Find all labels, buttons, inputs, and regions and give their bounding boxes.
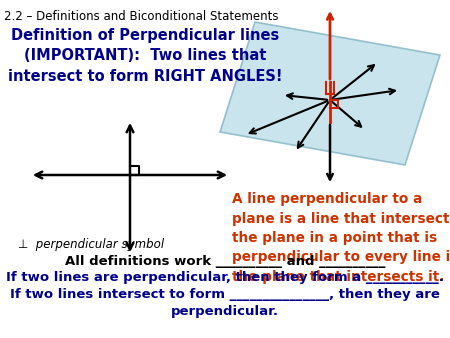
- Text: Definition of Perpendicular lines
(IMPORTANT):  Two lines that
intersect to form: Definition of Perpendicular lines (IMPOR…: [8, 28, 283, 84]
- Text: All definitions work __________ and __________: All definitions work __________ and ____…: [65, 255, 385, 268]
- Polygon shape: [220, 22, 440, 165]
- Text: A line perpendicular to a
plane is a line that intersects
the plane in a point t: A line perpendicular to a plane is a lin…: [232, 192, 450, 284]
- Text: perpendicular.: perpendicular.: [171, 305, 279, 318]
- Text: If two lines intersect to form _______________, then they are: If two lines intersect to form _________…: [10, 288, 440, 301]
- Text: 2.2 – Definitions and Biconditional Statements: 2.2 – Definitions and Biconditional Stat…: [4, 10, 279, 23]
- Text: ⊥  perpendicular symbol: ⊥ perpendicular symbol: [18, 238, 164, 251]
- Text: If two lines are perpendicular, then they form a ___________.: If two lines are perpendicular, then the…: [6, 271, 444, 284]
